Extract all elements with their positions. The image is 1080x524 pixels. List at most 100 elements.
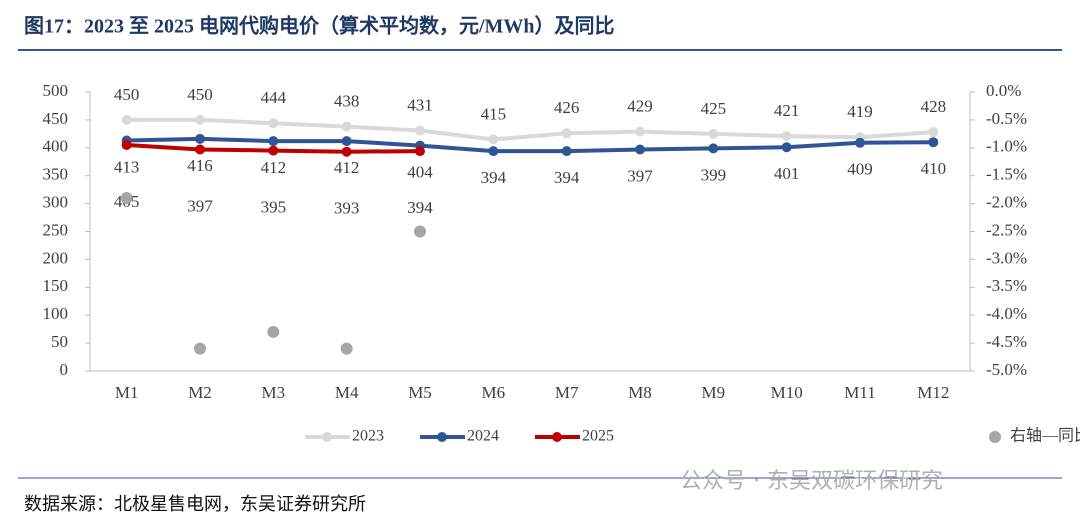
line-point (195, 144, 205, 155)
data-label: 444 (261, 88, 287, 107)
data-label: 421 (774, 101, 800, 120)
y2-tick-label: 0.0% (986, 81, 1021, 100)
x-tick-label: M5 (408, 383, 432, 402)
legend-marker (437, 432, 447, 442)
x-tick-label: M7 (555, 383, 579, 402)
line-point (341, 121, 352, 132)
line-point (415, 146, 425, 157)
data-label: 397 (627, 166, 653, 185)
x-tick-label: M3 (262, 383, 286, 402)
data-label: 425 (701, 99, 727, 118)
data-label: 450 (187, 85, 213, 104)
y2-tick-label: -0.5% (986, 109, 1027, 128)
data-label: 394 (554, 168, 580, 187)
x-tick-label: M1 (115, 383, 139, 402)
y-tick-label: 50 (51, 332, 68, 351)
line-point (781, 131, 792, 142)
line-point (708, 128, 719, 139)
line-2024 (126, 136, 934, 154)
scatter-point (267, 325, 280, 338)
data-label: 412 (261, 158, 287, 177)
y-tick-label: 100 (43, 304, 69, 323)
line-point (708, 143, 719, 154)
scatter-point (340, 342, 353, 355)
data-label: 404 (407, 162, 433, 181)
line-2023 (126, 117, 934, 142)
x-tick-label: M10 (771, 383, 803, 402)
data-label: 426 (554, 98, 580, 117)
y2-tick-label: -4.5% (986, 332, 1027, 351)
y2-tick-label: -2.0% (986, 193, 1027, 212)
watermark: 公众号 · 东吴双碳环保研究 (680, 469, 943, 494)
line-point (415, 125, 425, 136)
y2-tick-label: -3.5% (986, 276, 1027, 295)
y-tick-label: 350 (43, 165, 69, 184)
y-tick-label: 200 (43, 248, 69, 267)
line-point (488, 146, 499, 157)
x-tick-label: M9 (702, 383, 726, 402)
x-tick-label: M11 (844, 383, 876, 402)
legend-label: 右轴—同比 (1010, 427, 1080, 445)
y-tick-label: 150 (43, 276, 69, 295)
data-label: 394 (407, 198, 433, 217)
y-tick-label: 300 (43, 193, 69, 212)
line-point (488, 134, 499, 145)
data-label: 438 (334, 92, 360, 111)
legend-label: 2024 (467, 428, 499, 445)
y-tick-label: 400 (43, 137, 69, 156)
y2-tick-label: -5.0% (986, 360, 1027, 379)
data-label: 419 (847, 102, 873, 121)
x-tick-label: M8 (628, 383, 652, 402)
x-tick-label: M12 (917, 383, 949, 402)
data-label: 394 (481, 168, 507, 187)
line-point (341, 136, 352, 147)
data-label: 413 (114, 157, 140, 176)
data-label: 450 (114, 85, 140, 104)
y-tick-label: 0 (60, 360, 69, 379)
line-point (268, 136, 279, 147)
data-label: 431 (407, 95, 433, 114)
data-label: 397 (187, 196, 213, 215)
line-point (121, 140, 132, 151)
line-point (635, 126, 645, 137)
line-point (341, 146, 352, 157)
data-label: 401 (774, 164, 800, 183)
legend-marker (552, 432, 562, 442)
scatter-point (194, 342, 206, 355)
line-point (195, 114, 205, 125)
y2-tick-label: -1.5% (986, 165, 1027, 184)
line-point (121, 114, 132, 125)
y-tick-label: 500 (43, 81, 69, 100)
line-point (781, 142, 792, 153)
x-tick-label: M6 (482, 383, 506, 402)
x-tick-label: M4 (335, 383, 359, 402)
line-point (195, 133, 205, 144)
x-tick-label: M2 (188, 383, 212, 402)
line-point (561, 146, 572, 157)
data-label: 428 (921, 97, 947, 116)
legend-label: 2023 (352, 428, 384, 445)
data-label: 429 (627, 97, 653, 116)
scatter-point (414, 225, 426, 238)
line-point (928, 137, 939, 148)
y-tick-label: 450 (43, 109, 69, 128)
data-label: 409 (847, 160, 873, 179)
y-tick-label: 250 (43, 220, 69, 239)
data-label: 393 (334, 199, 360, 218)
source: 数据来源：北极星售电网，东吴证券研究所 (24, 494, 366, 514)
legend-label: 2025 (582, 428, 614, 445)
y2-tick-label: -1.0% (986, 137, 1027, 156)
line-point (928, 127, 939, 138)
data-label: 412 (334, 158, 360, 177)
line-point (635, 144, 645, 155)
scatter-point (120, 192, 133, 205)
line-point (268, 145, 279, 156)
line-point (561, 128, 572, 139)
line-point (268, 118, 279, 129)
data-label: 415 (481, 104, 507, 123)
legend-marker (322, 432, 332, 442)
line-point (855, 137, 865, 148)
data-label: 410 (921, 159, 947, 178)
chart-title: 图17：2023 至 2025 电网代购电价（算术平均数，元/MWh）及同比 (24, 14, 615, 38)
